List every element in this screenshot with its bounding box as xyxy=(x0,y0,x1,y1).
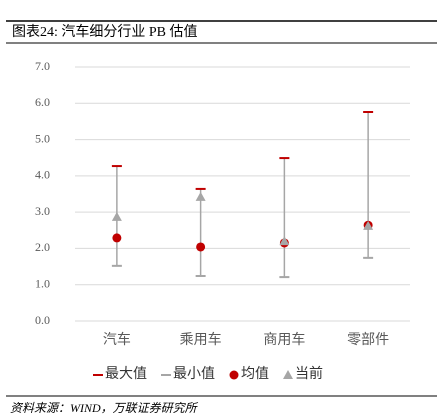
x-tick-label: 乘用车 xyxy=(180,331,222,348)
y-tick-label: 3.0 xyxy=(35,204,50,218)
y-tick-label: 4.0 xyxy=(35,168,50,182)
y-tick-label: 5.0 xyxy=(35,131,50,145)
y-tick-label: 2.0 xyxy=(35,240,50,254)
legend-label: 当前 xyxy=(295,365,323,382)
legend-label: 最小值 xyxy=(173,366,215,382)
footer-source: 资料来源：WIND，万联证券研究所 xyxy=(10,401,199,415)
header-title: 图表24: 汽车细分行业 PB 估值 xyxy=(12,23,198,40)
y-tick-label: 0.0 xyxy=(35,313,50,327)
legend-marker xyxy=(283,370,293,379)
marker xyxy=(195,191,206,201)
y-tick-label: 6.0 xyxy=(35,95,50,109)
marker xyxy=(196,242,206,252)
y-tick-label: 1.0 xyxy=(35,276,50,290)
marker xyxy=(112,233,122,243)
marker xyxy=(111,211,122,221)
legend-marker xyxy=(229,370,239,380)
legend-label: 均值 xyxy=(241,366,269,382)
y-tick-label: 7.0 xyxy=(35,59,50,73)
x-tick-label: 商用车 xyxy=(263,331,305,348)
x-tick-label: 汽车 xyxy=(103,331,131,348)
marker xyxy=(279,236,290,246)
x-tick-label: 零部件 xyxy=(347,332,389,348)
legend-label: 最大值 xyxy=(105,366,147,382)
marker xyxy=(363,220,374,230)
